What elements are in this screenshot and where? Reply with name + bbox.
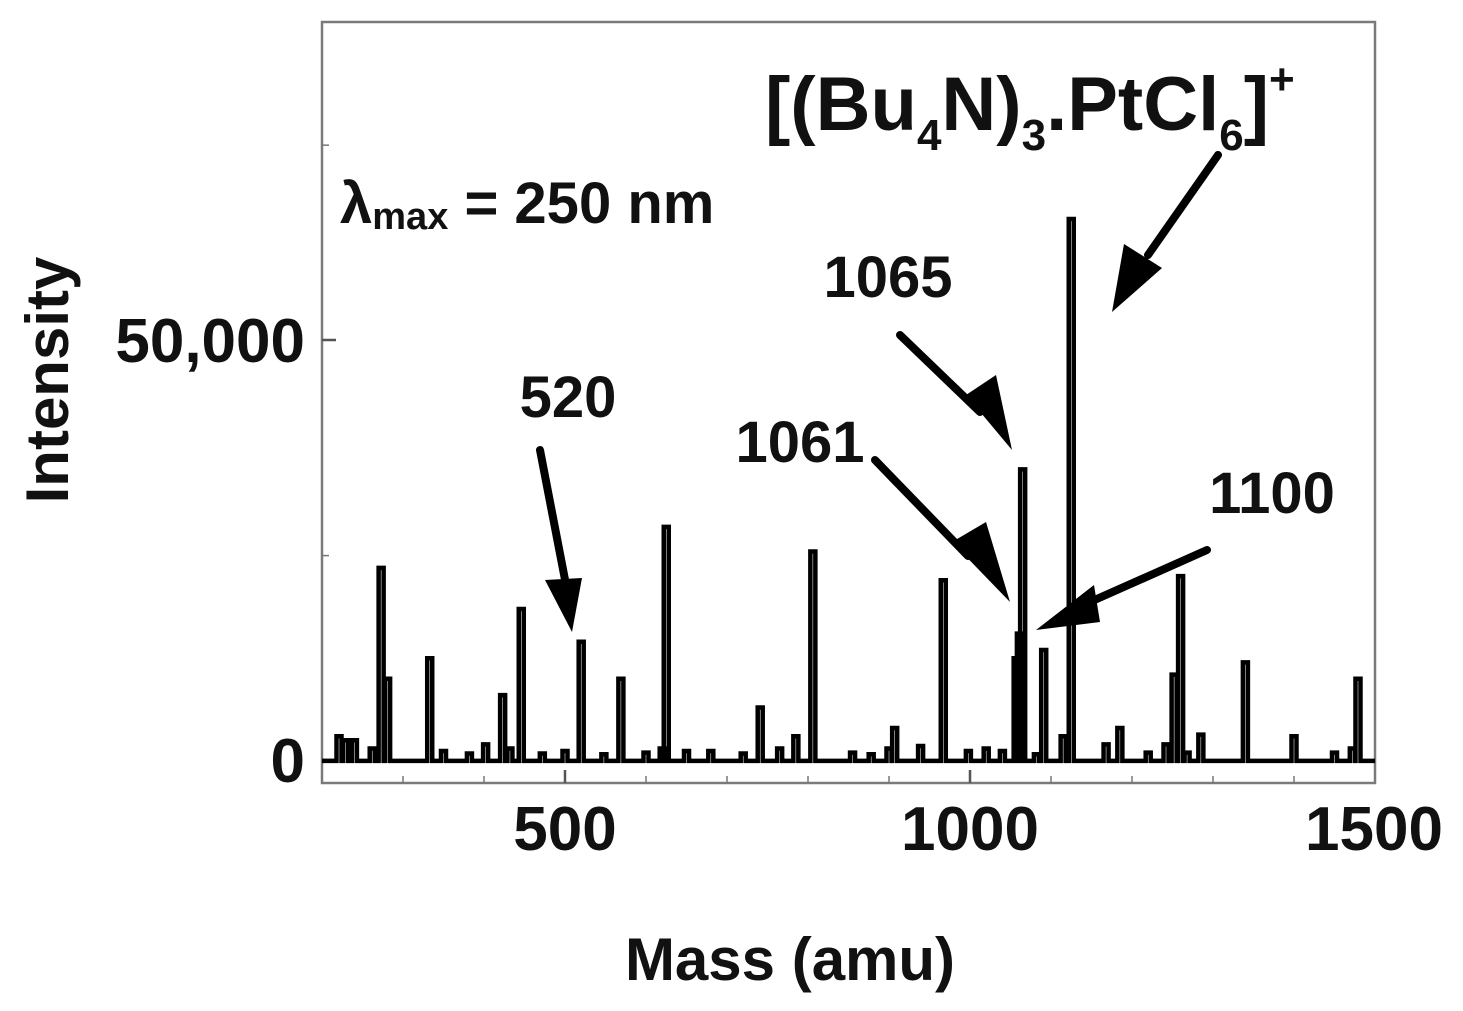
arrow-1061 [871,456,1010,602]
x-tick-label-500: 500 [513,795,616,864]
y-tick-label-50000: 50,000 [115,307,305,376]
x-tick-label-1000: 1000 [901,795,1039,864]
formula-sub-4: 4 [917,111,942,160]
formula-open: [(Bu [765,62,917,147]
lambda-subscript: max [372,196,448,238]
y-minor-ticks [322,144,329,557]
formula-annotation: [(Bu4N)3.PtCl6]+ [765,55,1295,160]
arrow-1065 [896,331,1012,450]
y-axis-label: Intensity [14,256,81,503]
formula-mid-1: N) [941,62,1021,147]
formula-close: ] [1244,62,1269,147]
arrow-520 [536,446,582,632]
lambda-value: = 250 nm [448,171,714,236]
peak-label-1061: 1061 [735,410,864,475]
x-minor-ticks [402,776,1295,783]
formula-sub-3: 3 [1022,111,1046,160]
peak-label-1100: 1100 [1209,461,1335,526]
y-tick-label-0: 0 [271,727,305,796]
plot-frame [320,20,1377,785]
x-axis-label: Mass (amu) [625,926,955,993]
arrow-formula [1112,151,1222,312]
spectrum-line [322,216,1375,764]
peak-label-520: 520 [520,365,617,430]
lambda-symbol: λ [340,171,372,236]
formula-sup-plus: + [1269,55,1295,104]
lambda-max-annotation: λmax = 250 nm [340,171,714,238]
formula-sub-6: 6 [1219,111,1243,160]
x-tick-label-1500: 1500 [1305,795,1443,864]
formula-mid-2: .PtCl [1046,62,1219,147]
peak-label-1065: 1065 [823,245,952,310]
arrow-1100 [1036,546,1211,630]
